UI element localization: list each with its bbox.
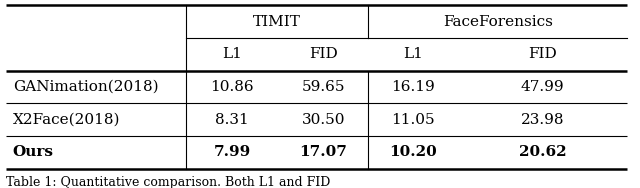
Text: FID: FID — [309, 47, 337, 61]
Text: 59.65: 59.65 — [301, 80, 345, 94]
Text: Ours: Ours — [13, 145, 54, 159]
Text: FaceForensics: FaceForensics — [443, 14, 552, 29]
Text: 8.31: 8.31 — [215, 113, 249, 127]
Text: 23.98: 23.98 — [521, 113, 564, 127]
Text: 10.86: 10.86 — [210, 80, 254, 94]
Text: 17.07: 17.07 — [300, 145, 347, 159]
Text: L1: L1 — [222, 47, 242, 61]
Text: 10.20: 10.20 — [389, 145, 436, 159]
Text: TIMIT: TIMIT — [253, 14, 301, 29]
Text: L1: L1 — [403, 47, 423, 61]
Text: 7.99: 7.99 — [213, 145, 251, 159]
Text: 20.62: 20.62 — [518, 145, 566, 159]
Text: 11.05: 11.05 — [391, 113, 435, 127]
Text: GANimation(2018): GANimation(2018) — [13, 80, 159, 94]
Text: Table 1: Quantitative comparison. Both L1 and FID: Table 1: Quantitative comparison. Both L… — [6, 176, 331, 188]
Text: FID: FID — [528, 47, 557, 61]
Text: 47.99: 47.99 — [520, 80, 564, 94]
Text: 30.50: 30.50 — [301, 113, 345, 127]
Text: X2Face(2018): X2Face(2018) — [13, 113, 120, 127]
Text: 16.19: 16.19 — [391, 80, 435, 94]
